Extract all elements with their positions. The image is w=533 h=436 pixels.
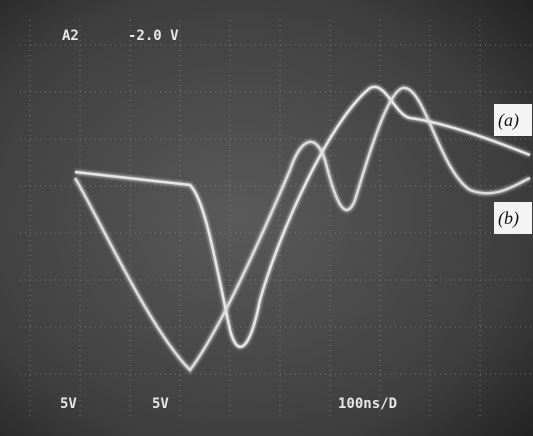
tag-box — [494, 202, 532, 234]
trace-a — [74, 85, 531, 349]
timebase-label: 100ns/D — [338, 396, 397, 412]
scale-label: 5V — [60, 396, 77, 412]
scale-label: 5V — [152, 396, 169, 412]
offset-label: -2.0 V — [128, 28, 179, 44]
traces — [72, 84, 532, 374]
trace-b — [73, 86, 531, 372]
trace-tag: (a) — [498, 110, 519, 131]
channel-label: A2 — [62, 28, 79, 44]
tag-box — [494, 104, 532, 136]
trace-tag: (b) — [498, 208, 519, 229]
